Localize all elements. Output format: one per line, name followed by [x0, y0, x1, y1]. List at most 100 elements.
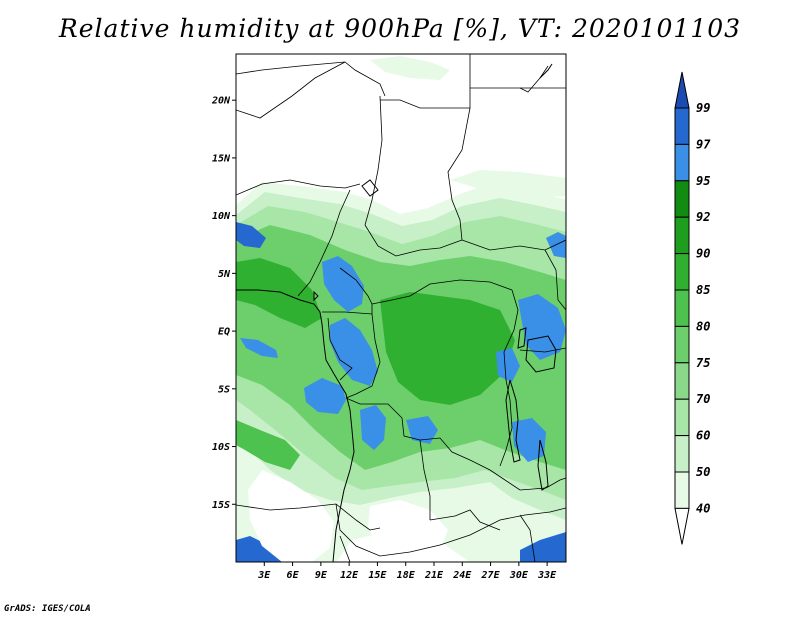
- lon-tick-label: 3E: [257, 570, 271, 581]
- border-chad-sudan: [447, 107, 471, 241]
- border-uganda-kenya: [544, 249, 566, 311]
- colorbar-box: [674, 471, 690, 509]
- border-nile-east: [519, 65, 549, 93]
- humidity-patch-97-congo-coast: [304, 378, 346, 414]
- dry-pocket-namibia: [248, 470, 334, 562]
- coast-gulf-of-guinea: [236, 289, 355, 562]
- border-nigeria-cameroon: [297, 189, 351, 297]
- colorbar-label: 99: [696, 101, 710, 115]
- chart-title: Relative humidity at 900hPa [%], VT: 202…: [58, 14, 742, 43]
- colorbar-label: 80: [696, 319, 710, 333]
- humidity-zone-90: [236, 258, 322, 328]
- moist-fringe-north: [370, 56, 450, 80]
- colorbar-label: 50: [696, 465, 710, 479]
- lake-victoria: [525, 335, 557, 373]
- latitude-axis: 20N 15N 10N 5N EQ 5S 10S 15S: [211, 96, 236, 511]
- border-namibia-botswana: [335, 503, 566, 557]
- lon-tick-label: 6E: [287, 570, 300, 581]
- humidity-patch-97-lakes: [518, 294, 566, 360]
- lon-tick-label: 15E: [368, 570, 387, 581]
- lat-tick-label: 5S: [218, 384, 230, 395]
- colorbar-box: [674, 289, 690, 327]
- border-gabon-congo: [327, 317, 353, 381]
- red-sea-coast: [539, 63, 553, 79]
- colorbar-box: [674, 398, 690, 437]
- colorbar-box: [674, 143, 690, 182]
- map-frame: [235, 53, 567, 563]
- lat-tick-label: 15N: [212, 153, 231, 164]
- lake-albert: [517, 327, 527, 349]
- colorbar-label: 40: [696, 501, 710, 515]
- lon-tick-label: 9E: [315, 570, 328, 581]
- border-south-africa: [339, 535, 351, 562]
- colorbar-box: [674, 325, 690, 364]
- colorbar-label: 70: [696, 392, 710, 406]
- lon-tick-label: 21E: [424, 570, 444, 581]
- border-botswana-zimbabwe: [429, 509, 501, 531]
- colorbar-label: 90: [696, 247, 710, 261]
- colorbar-top-arrow: [674, 71, 690, 109]
- humidity-patch-97-angola: [360, 405, 386, 450]
- humidity-patch-97-eq: [240, 338, 278, 358]
- humidity-field: [236, 54, 566, 562]
- border-mali-niger: [236, 61, 346, 119]
- humidity-patch-97-kivu: [496, 348, 520, 382]
- lon-tick-label: 18E: [397, 570, 416, 581]
- lat-tick-label: 15S: [212, 500, 230, 511]
- colorbar: 40 50 60 70 75 80 85 90 92 95 97 99: [674, 71, 711, 545]
- lake-malawi: [537, 439, 549, 491]
- border-tanzania-north: [519, 347, 566, 353]
- border-chad-car: [364, 224, 463, 257]
- colorbar-label: 60: [696, 429, 710, 443]
- border-congo-drc: [345, 313, 381, 399]
- colorbar-label: 95: [696, 174, 710, 188]
- coast-bioko: [313, 290, 319, 302]
- colorbar-box: [674, 362, 690, 400]
- lon-tick-label: 12E: [340, 570, 359, 581]
- colorbar-bottom-arrow: [674, 507, 690, 545]
- border-zambia-angola: [419, 439, 431, 520]
- border-sudan-southsudan: [461, 239, 566, 251]
- border-zambia-mozambique: [504, 477, 566, 491]
- lake-tanganyika: [505, 379, 521, 463]
- border-cameroon-congo: [322, 304, 373, 315]
- dry-pocket-sahara-north: [236, 54, 566, 180]
- humidity-patch-97-tanganyika: [512, 418, 546, 462]
- border-zimbabwe-mozambique: [519, 514, 536, 562]
- colorbar-box: [674, 180, 690, 218]
- humidity-patch-99-se: [520, 532, 566, 562]
- border-niger-nigeria: [236, 179, 361, 196]
- longitude-axis: 3E 6E 9E 12E 15E 18E 21E 24E 27E 30E 33E: [257, 562, 557, 581]
- lon-tick-label: 33E: [537, 570, 557, 581]
- dry-pocket-zambia: [368, 500, 448, 556]
- lat-tick-label: 10S: [212, 442, 230, 453]
- colorbar-box: [674, 253, 690, 291]
- lat-tick-label: EQ: [218, 327, 230, 338]
- lon-tick-label: 27E: [481, 570, 501, 581]
- colorbar-box: [674, 107, 690, 145]
- border-drc-east: [499, 289, 519, 467]
- colorbar-label: 75: [696, 356, 710, 370]
- humidity-patch-97-gabon: [330, 318, 378, 386]
- lon-tick-label: 30E: [509, 570, 529, 581]
- moist-fringe-northeast: [450, 170, 566, 198]
- colorbar-box: [674, 216, 690, 255]
- humidity-patch-97-congo-mouth: [406, 416, 438, 444]
- colorbar-label: 97: [696, 137, 711, 151]
- lat-tick-label: 20N: [211, 96, 231, 107]
- humidity-patch-97-cameroon: [322, 256, 364, 312]
- colorbar-box: [674, 435, 690, 473]
- border-niger-chad: [364, 95, 383, 226]
- border-sudan-north: [380, 54, 471, 109]
- lake-chad: [361, 179, 379, 197]
- grads-credit: GrADS: IGES/COLA: [4, 604, 91, 614]
- coastlines: [236, 63, 557, 562]
- colorbar-label: 85: [696, 283, 710, 297]
- humidity-patch-97-nigeria: [236, 222, 266, 248]
- border-cameroon-car: [339, 267, 373, 305]
- border-car-drc: [371, 279, 513, 305]
- lon-tick-label: 24E: [452, 570, 472, 581]
- lat-tick-label: 10N: [212, 211, 231, 222]
- country-borders: [236, 54, 566, 562]
